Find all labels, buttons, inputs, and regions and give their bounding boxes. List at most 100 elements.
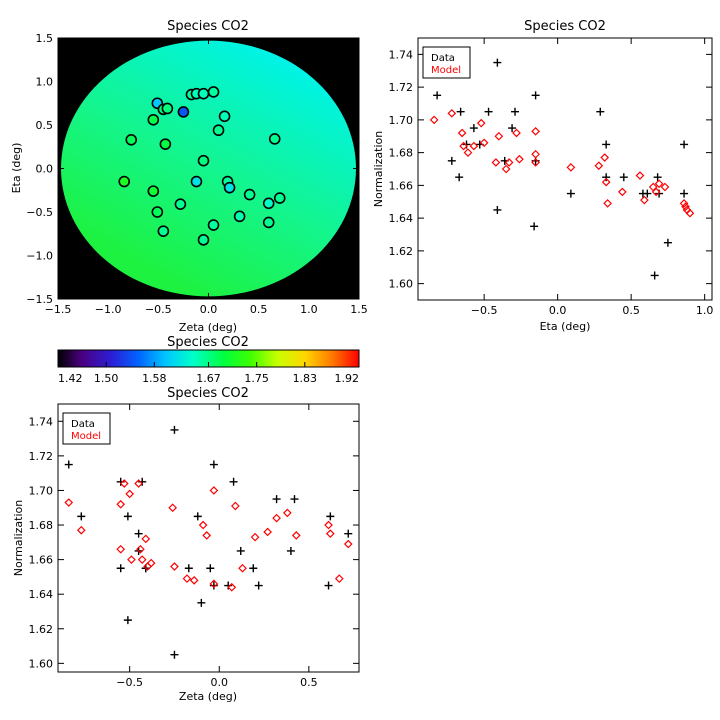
map-point [147,113,160,126]
eta-model-point [531,158,540,167]
map-ytick-label: −1.5 [26,293,53,306]
eta-model-point [594,161,604,171]
colorbar-tick-label: 1.83 [293,372,318,385]
eta-model-point [617,187,627,197]
zeta-data-point [64,460,73,469]
eta-title: Species CO2 [524,19,606,34]
eta-data-point [680,189,689,198]
zeta-model-point [127,555,136,564]
colorbar-tick-label: 1.50 [94,372,119,385]
eta-data-point [455,173,464,182]
eta-xtick-label: 0.0 [549,304,567,317]
eta-axes: −0.5 0.0 0.5 1.0 1.60 1.62 1.64 1.66 1.68 1.70 1.7… [389,38,713,317]
zeta-ytick-label: 1.62 [29,623,54,636]
eta-legend-model: Model [431,65,461,76]
eta-data-point [602,173,611,182]
map-xtick-label: 1.5 [350,303,368,316]
eta-y-label: Normalization [372,131,385,207]
zeta-legend-data: Data [71,419,95,430]
eta-data-point [663,238,672,247]
map-point [157,225,170,237]
eta-data-point [447,156,456,165]
colorbar-title: Species CO2 [167,335,249,350]
eta-model-point [651,187,661,197]
eta-model-point [501,164,511,174]
zeta-ytick-label: 1.64 [29,588,54,601]
eta-ytick-label: 1.60 [389,278,414,291]
zeta-xtick-label: 0.5 [300,676,318,689]
eta-data-point [643,189,652,198]
eta-model-point [459,141,468,151]
map-x-label: Zeta (deg) [179,321,237,334]
zeta-model-point [76,525,86,535]
map-ytick-label: −0.5 [26,206,53,219]
zeta-legend-model: Model [71,431,101,442]
zeta-data-point [324,581,333,590]
eta-data-point [433,91,442,100]
eta-plot-area [417,37,713,301]
map-point [212,124,225,137]
eta-model-point [531,149,540,159]
eta-ytick-label: 1.62 [389,245,414,258]
eta-data-point [619,173,628,182]
zeta-model-point [325,529,335,539]
zeta-model-point [189,576,199,585]
eta-ytick-label: 1.74 [389,48,414,61]
zeta-data-point [254,581,263,590]
eta-model-point [566,163,576,172]
zeta-model-point [116,499,126,509]
map-xtick-label: −1.0 [95,303,122,316]
eta-model-point [685,208,695,218]
eta-model-point [429,115,439,125]
map-point [223,181,236,194]
zeta-model-point [134,479,143,488]
zeta-data-point [184,564,193,573]
map-point [197,234,210,246]
eta-legend-box [422,46,471,79]
zeta-data-point [236,546,245,555]
zeta-data-point [224,581,233,590]
map-point [125,133,138,146]
zeta-model-point [198,520,208,530]
colorbar-panel: Species CO2 1.42 1.50 1.58 1.67 1.75 1.83 1.92 [57,335,360,385]
map-point [273,192,286,204]
zeta-xtick-label: −0.5 [116,676,143,689]
map-point [262,197,275,210]
eta-data-point [508,124,517,133]
eta-model-point [679,199,689,208]
zeta-model-point [119,479,129,488]
map-xtick-label: 0.5 [250,303,268,316]
zeta-data-point [77,512,86,521]
eta-xtick-label: −0.5 [471,304,498,317]
eta-data-point [650,271,659,280]
zeta-model-point [168,503,178,513]
eta-model-point [635,171,645,180]
zeta-ytick-label: 1.60 [29,657,54,670]
zeta-model-point [334,574,344,583]
zeta-ytick-label: 1.66 [29,554,54,567]
eta-model-point [494,131,504,141]
eta-x-label: Eta (deg) [540,320,591,333]
zeta-model-point [136,544,145,554]
zeta-title: Species CO2 [167,386,249,401]
zeta-xtick-label: 0.0 [211,676,229,689]
zeta-model-point [116,544,126,554]
map-x-axis: −1.5 −1.0 −0.5 0.0 0.5 1.0 1.5 −1.5 −1.0 −0.5 0.0 0… [26,32,367,316]
map-ytick-label: 0.5 [36,119,54,132]
zeta-data-point [249,564,258,573]
map-point [268,133,281,145]
map-disk [61,40,356,297]
zeta-data-point [206,564,215,573]
zeta-model-point [202,531,212,540]
colorbar-tick-label: 1.58 [142,372,167,385]
eta-ytick-label: 1.64 [389,212,414,225]
colorbar-tick-label: 1.42 [58,372,83,385]
map-point [207,86,220,98]
zeta-model-point [272,513,281,523]
eta-model-point [447,108,457,118]
zeta-data-point [123,616,132,625]
colorbar-tick-label: 1.92 [335,372,360,385]
map-y-label: Eta (deg) [10,143,23,194]
zeta-panel: Species CO2 −0.5 0.0 0.5 1.60 1.62 1.64 1.66 1.… [12,386,360,703]
map-ytick-label: 1.0 [36,76,54,89]
